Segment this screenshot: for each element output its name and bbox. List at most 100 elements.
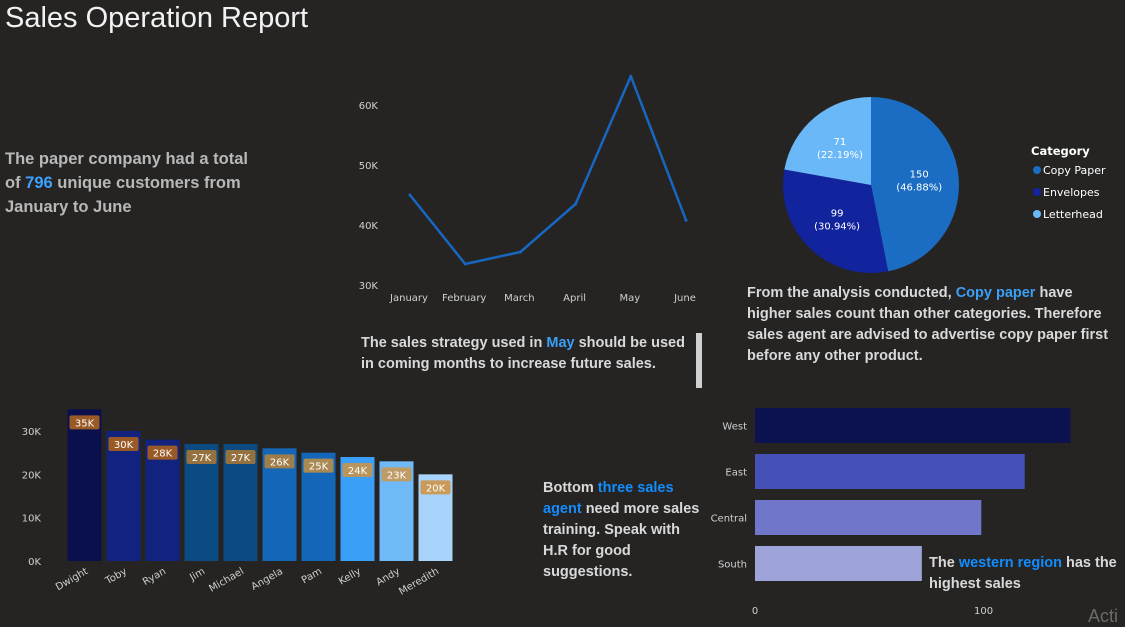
x-tick-label: Ryan (141, 566, 168, 588)
strategy-note: The sales strategy used in May should be… (361, 333, 691, 375)
slice-value-label: 99 (831, 209, 844, 220)
data-label: 28K (153, 449, 173, 460)
x-tick-label: March (504, 293, 534, 304)
bar-central (755, 500, 982, 535)
y-tick-label: 30K (359, 281, 379, 292)
y-tick-label: 0K (28, 557, 41, 568)
strategy-note-pre: The sales strategy used in (361, 335, 547, 351)
data-label-bg (69, 415, 100, 430)
data-point (408, 193, 412, 197)
region-note: The western region has the highest sales (929, 553, 1119, 595)
region-note-post: has the highest sales (929, 555, 1117, 593)
monthly-sales-line-chart[interactable]: 30K 40K 50K 60K January February March April May… (340, 60, 710, 310)
data-label-bg (108, 437, 139, 451)
region-sales-bar-chart[interactable]: West East Central South 0 100 (705, 400, 1105, 621)
data-label-bg (342, 463, 373, 477)
data-label-bg (381, 467, 412, 482)
x-tick-label: 0 (752, 606, 758, 617)
region-note-pre: The (929, 555, 959, 571)
y-tick-label: South (718, 560, 747, 571)
customers-note: The paper company had a total of 796 uni… (5, 148, 250, 220)
strategy-note-post: should be used in coming months to incre… (361, 335, 685, 373)
y-tick-label: 20K (22, 470, 42, 481)
category-note-post: have higher sales count than other categ… (747, 285, 1109, 365)
region-note-highlight: western region (958, 555, 1062, 571)
y-tick-label: 40K (359, 221, 379, 232)
bar-dwight (67, 409, 102, 561)
x-tick-label: June (673, 293, 696, 304)
x-tick-label: Jim (187, 566, 207, 584)
agents-note: Bottom three sales agent need more sales… (543, 478, 703, 583)
data-label-bg (225, 450, 256, 464)
data-label: 20K (426, 483, 446, 494)
y-tick-label: West (722, 422, 747, 433)
x-tick-label: 100 (974, 606, 993, 617)
data-label-bg (186, 450, 217, 464)
y-tick-label: 60K (359, 101, 379, 112)
bar-ryan (145, 439, 180, 561)
scrollbar[interactable] (696, 333, 702, 388)
data-label: 27K (231, 453, 251, 464)
data-label: 25K (309, 462, 329, 473)
x-tick-label: Michael (207, 566, 246, 595)
legend-label: Envelopes (1043, 186, 1100, 199)
sales-line (409, 74, 688, 266)
bar-west (755, 408, 1071, 443)
x-tick-label: Angela (250, 566, 285, 593)
x-tick-label: January (389, 293, 428, 304)
data-label: 24K (348, 466, 368, 477)
data-point (629, 74, 633, 78)
x-tick-label: Pam (300, 566, 324, 586)
customers-note-post: unique customers from January to June (5, 173, 241, 216)
data-label-bg (303, 458, 334, 473)
data-label: 30K (114, 440, 134, 451)
legend-title: Category (1031, 144, 1090, 158)
data-label: 26K (270, 457, 290, 468)
x-tick-label: Meredith (397, 566, 441, 598)
slice-pct-label: (22.19%) (817, 150, 863, 161)
slice-value-label: 150 (910, 169, 929, 180)
data-point (518, 250, 522, 254)
agents-note-post: need more sales training. Speak with H.R… (543, 501, 700, 581)
slice-pct-label: (30.94%) (814, 222, 860, 233)
data-label-bg (420, 480, 451, 495)
agent-sales-bar-chart[interactable]: 0K 10K 20K 30K 35K Dwight 30K Toby 28K Ryan 27K Jim… (15, 400, 505, 600)
agents-note-pre: Bottom (543, 480, 598, 496)
category-note: From the analysis conducted, Copy paper … (747, 283, 1117, 367)
slice-pct-label: (46.88%) (896, 182, 942, 193)
y-tick-label: 30K (22, 427, 42, 438)
data-label: 35K (75, 418, 95, 429)
legend-swatch (1033, 210, 1041, 218)
pie-slice-envelopes (783, 169, 889, 273)
data-point (684, 218, 688, 222)
category-pie-chart[interactable]: 150 (46.88%) 99 (30.94%) 71 (22.19%) Category C… (775, 85, 1120, 280)
bar-south (755, 546, 922, 581)
data-label: 23K (387, 470, 407, 481)
data-label-bg (264, 454, 295, 469)
x-tick-label: February (442, 293, 486, 304)
category-note-pre: From the analysis conducted, (747, 285, 956, 301)
x-tick-label: Kelly (337, 566, 363, 587)
x-tick-label: May (619, 293, 640, 304)
data-label-bg (147, 445, 178, 460)
page-title: Sales Operation Report (5, 2, 309, 34)
x-tick-label: Andy (374, 566, 402, 588)
y-tick-label: 50K (359, 161, 379, 172)
pie-slice-copy-paper (871, 97, 959, 272)
y-tick-label: East (725, 468, 747, 479)
data-label: 27K (192, 453, 212, 464)
agents-note-highlight: three sales agent (543, 480, 674, 518)
y-tick-label: 10K (22, 514, 42, 525)
slice-value-label: 71 (834, 137, 847, 148)
bar-east (755, 454, 1025, 489)
strategy-note-highlight: May (546, 335, 575, 351)
customers-note-pre: The paper company had a total of (5, 150, 248, 192)
x-tick-label: Toby (103, 566, 129, 587)
legend-label: Copy Paper (1043, 164, 1106, 177)
category-note-highlight: Copy paper (955, 285, 1036, 301)
data-point (463, 262, 467, 266)
pie-slice-letterhead (784, 97, 871, 185)
watermark: Acti (1088, 606, 1119, 626)
x-tick-label: April (563, 293, 586, 304)
customers-count: 796 (25, 173, 53, 192)
